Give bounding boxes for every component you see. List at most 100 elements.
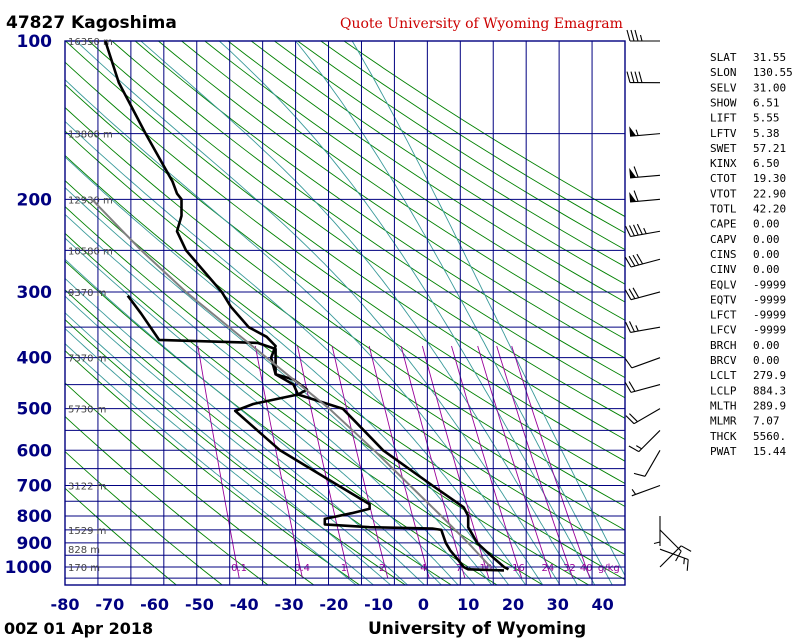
index-value: 5560. [753,430,786,443]
chart-source: University of Wyoming [368,619,586,639]
dry-adiabat [65,319,406,585]
mixing-ratio-line [477,345,552,579]
temperature-profile [104,41,510,571]
moist-adiabat [65,327,375,585]
index-name: EQTV [710,293,737,306]
pressure-tick: 1000 [5,558,52,578]
index-value: -9999 [753,293,786,306]
dry-adiabat [65,350,360,585]
index-value: 6.51 [753,97,780,110]
temperature-tick: -50 [185,595,214,614]
wind-barb [631,485,661,497]
temperature-tick: 20 [502,595,524,614]
moist-adiabat [65,79,544,585]
moist-adiabat [65,186,493,585]
pressure-tick: 300 [17,283,53,303]
wind-barb [625,408,661,425]
index-value: 42.20 [753,203,786,216]
wind-barbs [624,29,692,571]
wind-barb [653,516,661,546]
height-label: 7370 m [68,354,106,365]
pressure-axis: 100 200 300 400 500 600 700 800 900 1000 [5,32,52,578]
moist-adiabat [65,237,459,585]
parcel-profile [91,198,492,568]
moist-adiabat [65,156,510,585]
index-name: MLTH [710,399,737,412]
moist-adiabat [218,41,596,585]
height-label: 5730 m [68,405,106,416]
height-label: 10580 m [68,246,113,257]
moist-adiabat [65,277,426,585]
index-value: 31.55 [753,51,786,64]
dry-adiabat [204,41,625,321]
pressure-tick: 500 [17,400,53,420]
dry-adiabat [181,41,625,340]
index-name: BRCH [710,339,737,352]
mixing-ratio-line [496,345,574,579]
moist-adiabat [65,213,476,585]
height-label: 13860 m [68,130,113,141]
mixing-ratio-line [331,345,389,579]
index-name: KINX [710,157,737,170]
mixing-ratio-label: 32 [563,563,576,574]
plot-grid [64,40,626,586]
index-value: 19.30 [753,172,786,185]
wind-barb [628,430,661,453]
pressure-tick: 100 [17,32,53,52]
index-name: CAPV [710,233,737,246]
index-value: 57.21 [753,142,786,155]
wind-barb [626,71,661,84]
mixing-ratio-line [368,345,430,579]
index-value: 5.55 [753,112,780,125]
index-name: SELV [710,81,737,94]
dry-adiabat [65,382,315,585]
temperature-axis: -80 -70 -60 -50 -40 -30 -20 -10 0 10 20 30 40 [51,595,614,614]
index-name: VTOT [710,187,737,200]
dry-adiabat [65,83,625,485]
mixing-ratio-label: 40 [580,563,593,574]
dry-adiabat [65,289,452,585]
index-value: 0.00 [753,248,780,261]
index-value: 289.9 [753,399,786,412]
mixing-ratio-label: 2 [379,563,385,574]
mixing-ratio-line [451,345,523,579]
temperature-tick: -20 [319,595,348,614]
index-value: 31.00 [753,81,786,94]
adiabat-lines [65,41,625,585]
index-name: LCLP [710,384,737,397]
mixing-ratio-label: 10 [480,563,493,574]
index-name: TOTL [710,203,737,216]
height-label: 9370 m [68,288,106,299]
mixing-ratio-label: 0.4 [294,563,310,574]
dry-adiabat [65,106,625,507]
dry-adiabat [65,260,498,585]
dry-adiabat [65,232,544,585]
temperature-tick: -40 [230,595,259,614]
temperature-tick: 0 [418,595,429,614]
index-value: 130.55 [753,66,793,79]
wind-barb [625,223,661,238]
index-value: 884.3 [753,384,786,397]
pressure-tick: 400 [17,349,53,369]
wind-barb [624,381,661,393]
index-value: -9999 [753,278,786,291]
index-name: SHOW [710,97,737,110]
index-name: LIFT [710,112,737,125]
dry-adiabat [320,41,625,234]
dry-adiabat [88,41,625,419]
index-name: SWET [710,142,737,155]
dry-adiabat [111,41,625,399]
index-value: 0.00 [753,263,780,276]
height-label: 3122 m [68,482,106,493]
height-label: 170 m [68,563,100,574]
index-value: -9999 [753,309,786,322]
index-name: PWAT [710,445,737,458]
index-value: -9999 [753,324,786,337]
mixing-ratio-label: 4 [420,563,426,574]
temperature-tick: 40 [591,595,613,614]
index-value: 0.00 [753,339,780,352]
index-name: SLON [710,66,737,79]
wind-barb [625,321,661,333]
index-name: LFTV [710,127,737,140]
